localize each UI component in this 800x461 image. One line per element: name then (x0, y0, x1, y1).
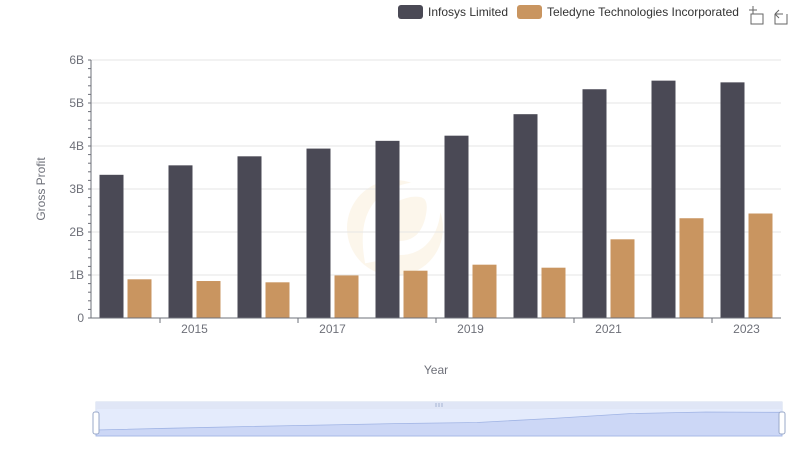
bar-infosys-2020[interactable] (513, 114, 538, 319)
zoom-icon[interactable] (749, 6, 764, 25)
legend-label: Infosys Limited (428, 5, 508, 19)
bar-teledyne-2019[interactable] (472, 264, 497, 318)
legend-swatch (398, 5, 423, 19)
restore-icon[interactable] (774, 9, 788, 25)
bar-teledyne-2018[interactable] (403, 270, 428, 318)
x-axis: 2015 2017 2019 2021 2023 (91, 317, 781, 336)
x-tick-label: 2019 (457, 322, 484, 336)
bar-infosys-2018[interactable] (375, 140, 400, 318)
legend-item-infosys[interactable]: Infosys Limited (398, 5, 508, 19)
x-tick-label: 2023 (733, 322, 760, 336)
data-zoom-drag-handle[interactable] (435, 403, 443, 407)
bars (99, 80, 773, 319)
x-tick-label: 2017 (319, 322, 346, 336)
legend-swatch (517, 5, 542, 19)
bar-infosys-2015[interactable] (168, 165, 193, 318)
y-tick-label: 2B (69, 225, 84, 239)
bar-teledyne-2015[interactable] (196, 281, 221, 318)
y-tick-label: 5B (69, 96, 84, 110)
bar-infosys-2017[interactable] (306, 148, 331, 318)
bar-infosys-2016[interactable] (237, 156, 262, 318)
bar-teledyne-2016[interactable] (265, 282, 290, 318)
y-tick-label: 6B (69, 53, 84, 67)
x-tick-label: 2021 (595, 322, 622, 336)
y-axis: 0 1B 2B 3B 4B 5B 6B (69, 53, 92, 325)
x-tick-label: 2015 (181, 322, 208, 336)
legend-item-teledyne[interactable]: Teledyne Technologies Incorporated (517, 5, 739, 19)
legend-label: Teledyne Technologies Incorporated (547, 5, 739, 19)
data-zoom-right-handle[interactable] (778, 411, 786, 435)
y-tick-label: 1B (69, 268, 84, 282)
y-axis-title: Gross Profit (34, 157, 48, 221)
y-tick-label: 4B (69, 139, 84, 153)
bar-teledyne-2023[interactable] (748, 213, 773, 318)
bar-teledyne-2021[interactable] (610, 239, 635, 318)
y-tick-label: 0 (77, 311, 84, 325)
legend[interactable]: Infosys Limited Teledyne Technologies Inc… (398, 5, 739, 19)
bar-infosys-2019[interactable] (444, 135, 469, 318)
bar-teledyne-2017[interactable] (334, 275, 359, 318)
bar-teledyne-2020[interactable] (541, 267, 566, 318)
data-zoom-left-handle[interactable] (92, 411, 100, 435)
data-zoom-slider[interactable] (92, 401, 786, 437)
bar-teledyne-2022[interactable] (679, 218, 704, 318)
y-tick-label: 3B (69, 182, 84, 196)
bar-infosys-2014[interactable] (99, 174, 124, 318)
x-axis-title: Year (424, 363, 448, 377)
bar-infosys-2023[interactable] (720, 82, 745, 318)
bar-teledyne-2014[interactable] (127, 279, 152, 318)
bar-infosys-2021[interactable] (582, 89, 607, 319)
bar-infosys-2022[interactable] (651, 80, 676, 318)
